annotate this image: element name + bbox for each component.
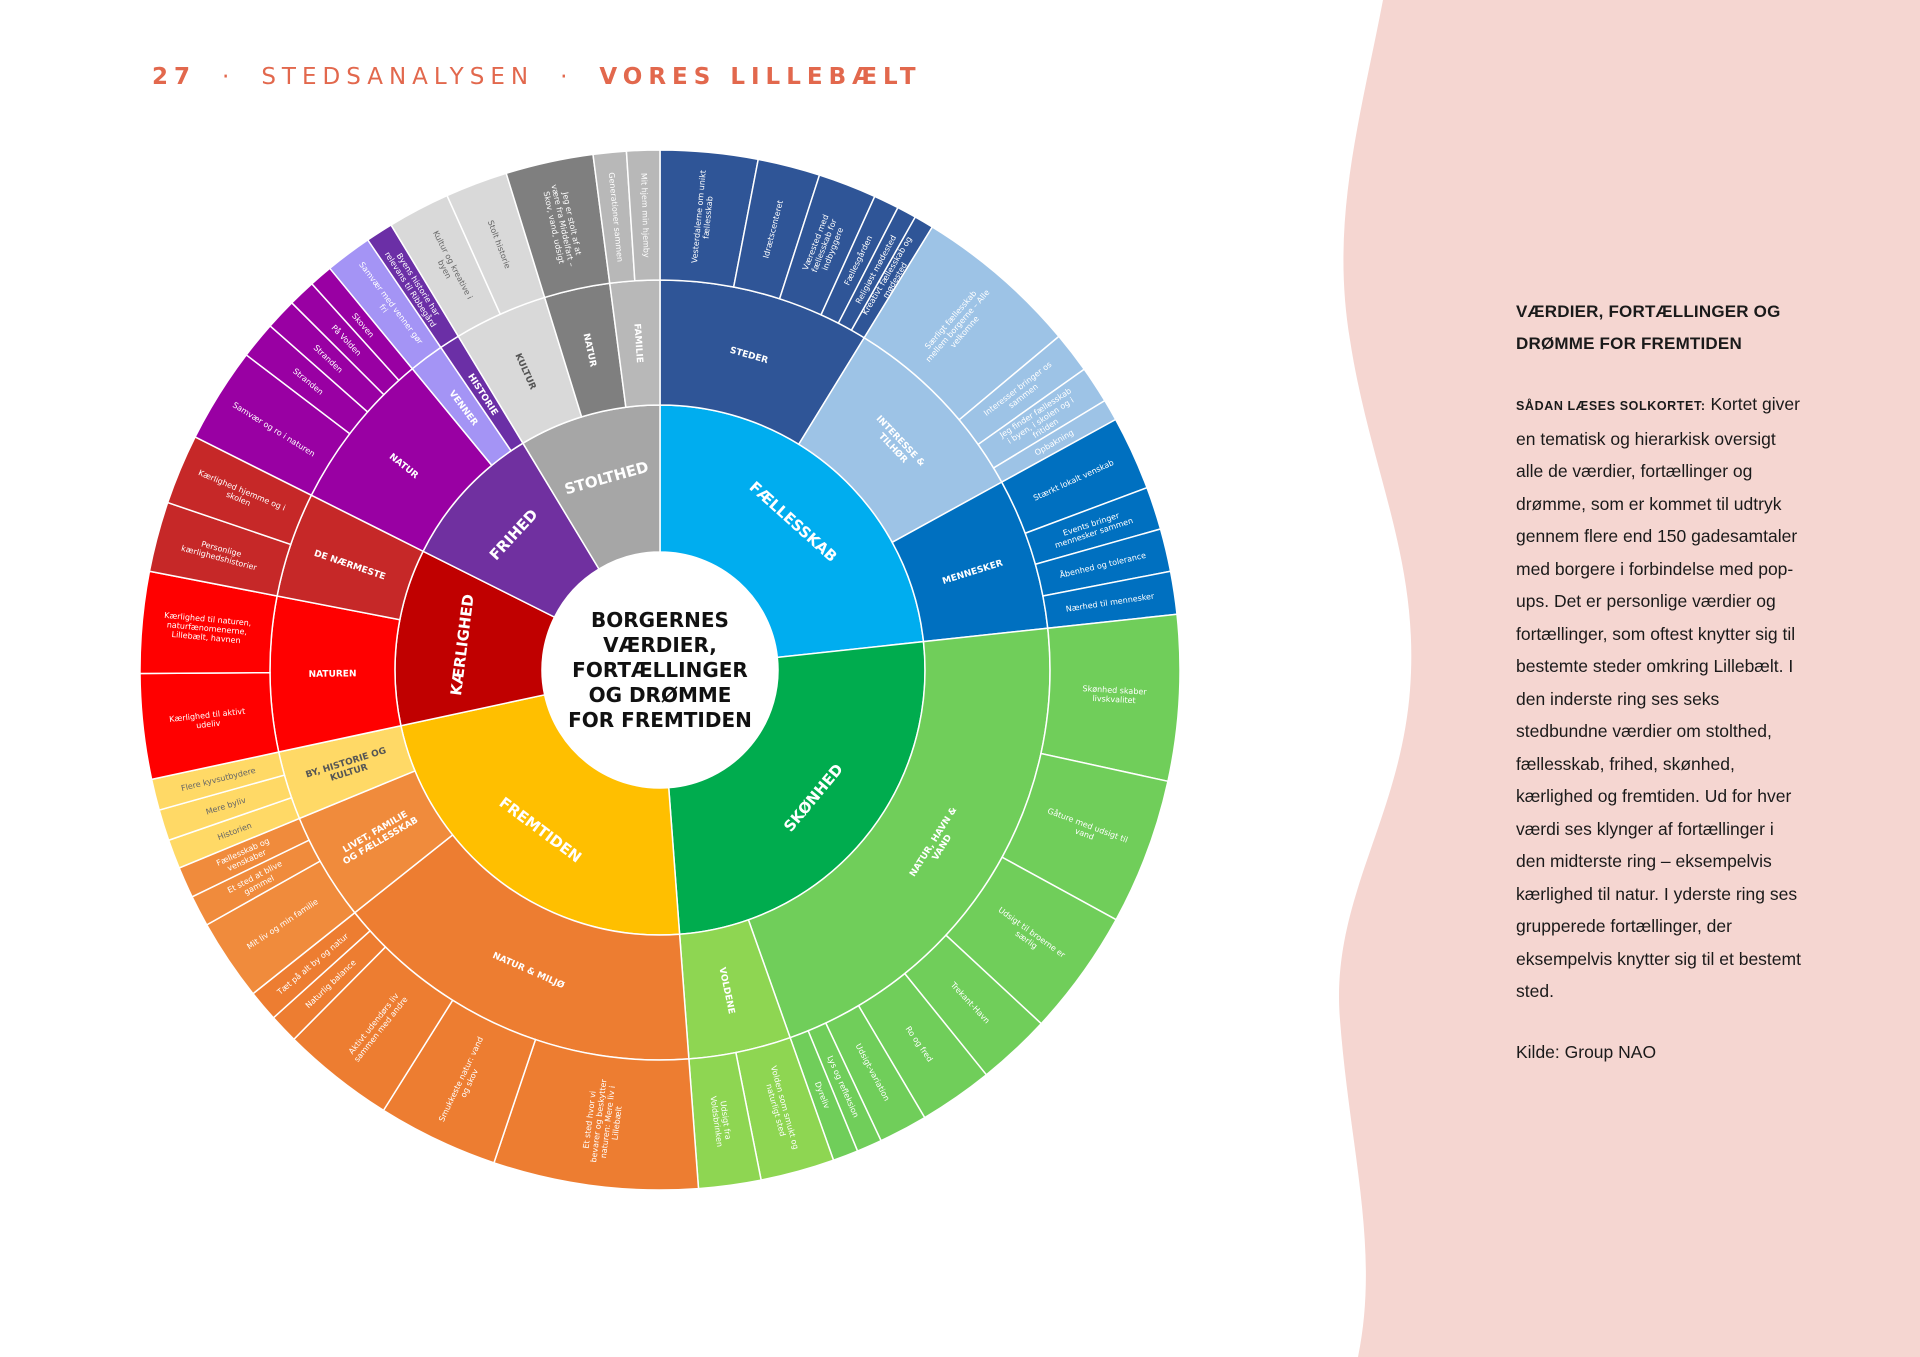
center-title: BORGERNES VÆRDIER, FORTÆLLINGER OG DRØMME FO… (568, 608, 752, 732)
sidebar-lead-label: Sådan læses solkortet: (1516, 399, 1706, 413)
label-middle-familie: FAMILIE (631, 323, 644, 363)
section-title: STEDSANALYSEN (261, 64, 535, 90)
sidebar-body-text: Kortet giver en tematisk og hierarkisk o… (1516, 394, 1801, 1001)
header-separator: · (560, 64, 574, 90)
center-circle (542, 552, 778, 788)
sunburst-chart: FÆLLESSKAB STEDER Vesterdalerne om uniktfæ… (130, 140, 1190, 1200)
label-middle-naturen: NATUREN (309, 669, 357, 679)
label-outer-mit-hjem-min-hjemby: Mit hjem min hjemby (639, 173, 651, 258)
page-header: 27 · STEDSANALYSEN · VORES LILLEBÆLT (152, 64, 922, 90)
brand-title: VORES LILLEBÆLT (599, 64, 922, 90)
label-outer-skønhed-skaber-livskvalitet: Skønhed skaberlivskvalitet (1082, 684, 1148, 706)
sidebar-source: Kilde: Group NAO (1516, 1041, 1657, 1062)
ring-outer-mit-hjem-min-hjemby (625, 149, 661, 282)
header-separator: · (222, 64, 236, 90)
page-number: 27 (152, 64, 197, 90)
sidebar-title: VÆRDIER, FORTÆLLINGER OG DRØMME FOR FREM… (1516, 302, 1781, 353)
sidebar-body: Sådan læses solkortet: Kortet giver en t… (1516, 388, 1806, 1008)
label-outer-et-sted-hvor-vi-bevarer-og-beskytter-nat: Et sted hvor vibevarer og beskytternatur… (580, 1077, 627, 1165)
sidebar: VÆRDIER, FORTÆLLINGER OG DRØMME FOR FREM… (1516, 296, 1806, 1068)
